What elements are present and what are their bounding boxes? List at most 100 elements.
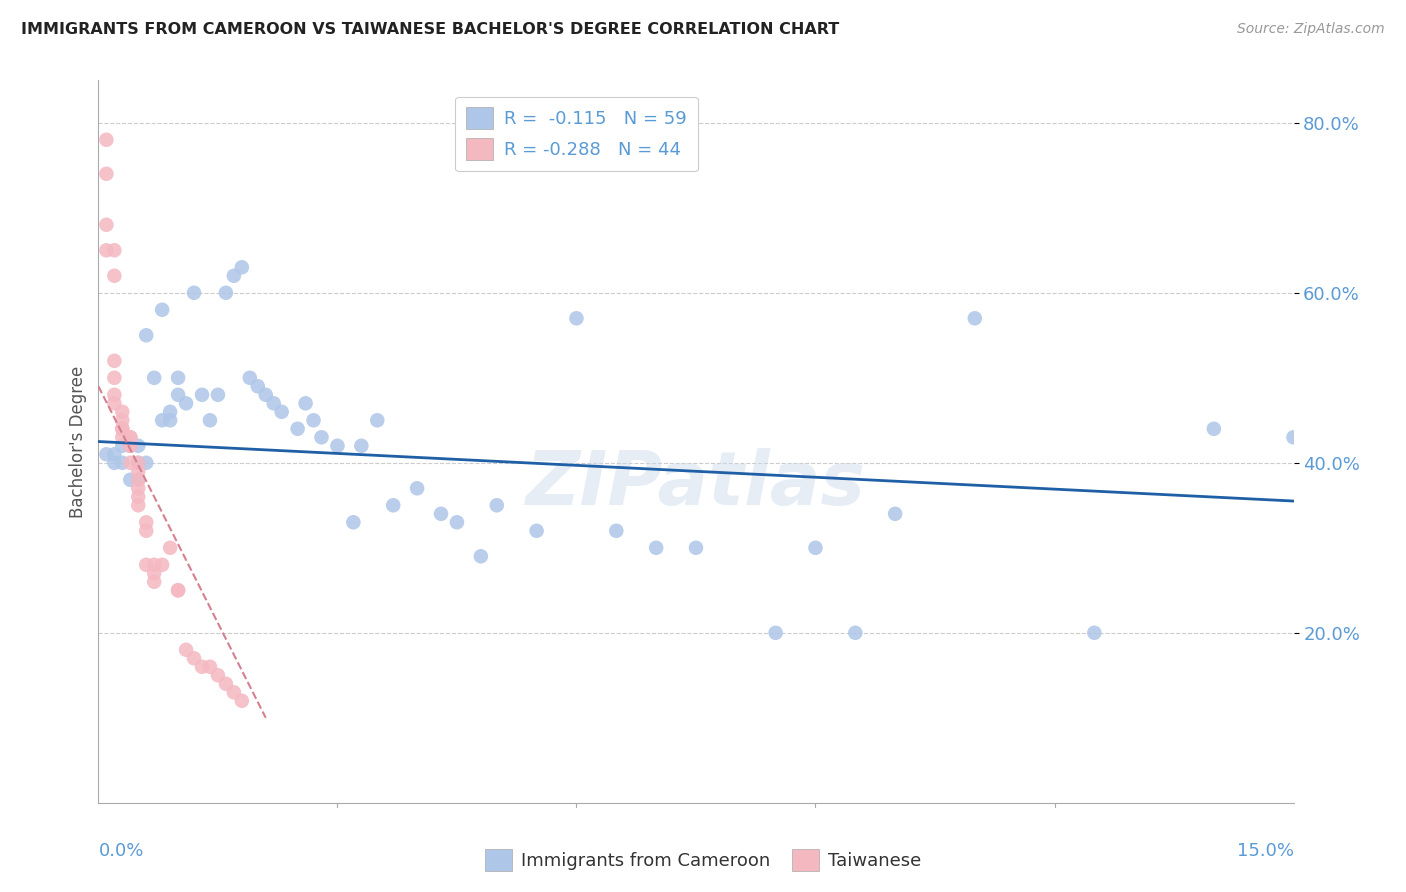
Point [191,388,214,402]
Point [120,439,142,453]
Point [430,507,453,521]
Point [103,396,125,410]
Point [135,558,157,572]
Point [103,371,125,385]
Point [470,549,492,564]
Point [174,642,197,657]
Text: 15.0%: 15.0% [1236,842,1294,860]
Point [127,481,149,495]
Point [103,244,125,258]
Text: Source: ZipAtlas.com: Source: ZipAtlas.com [1237,22,1385,37]
Point [963,311,986,326]
Point [111,405,134,419]
Point [485,498,508,512]
Point [96,447,118,461]
Point [215,677,238,691]
Point [120,430,142,444]
Point [120,456,142,470]
Point [159,405,181,419]
Point [111,439,134,453]
Point [765,625,787,640]
Text: IMMIGRANTS FROM CAMEROON VS TAIWANESE BACHELOR'S DEGREE CORRELATION CHART: IMMIGRANTS FROM CAMEROON VS TAIWANESE BA… [21,22,839,37]
Point [526,524,548,538]
Point [350,439,373,453]
Point [159,541,181,555]
Point [1202,422,1225,436]
Point [167,583,190,598]
Point [120,439,142,453]
Point [215,285,238,300]
Point [294,396,316,410]
Point [111,422,134,436]
Point [96,133,118,147]
Point [120,439,142,453]
Point [183,651,205,665]
Point [127,439,149,453]
Legend: R =  -0.115   N = 59, R = -0.288   N = 44: R = -0.115 N = 59, R = -0.288 N = 44 [456,96,697,171]
Point [270,405,292,419]
Y-axis label: Bachelor's Degree: Bachelor's Degree [69,366,87,517]
Point [103,353,125,368]
Point [143,558,166,572]
Point [174,396,197,410]
Point [96,244,118,258]
Point [685,541,707,555]
Point [135,456,157,470]
Point [135,524,157,538]
Point [159,413,181,427]
Point [804,541,827,555]
Point [120,430,142,444]
Point [150,302,173,317]
Point [231,260,253,275]
Point [198,660,221,674]
Point [111,456,134,470]
Point [311,430,333,444]
Point [302,413,325,427]
Point [127,456,149,470]
Point [150,413,173,427]
Point [231,694,253,708]
Point [127,473,149,487]
Point [342,516,364,530]
Point [127,498,149,512]
Point [239,371,262,385]
Point [96,218,118,232]
Point [143,566,166,581]
Text: ZIPatlas: ZIPatlas [526,449,866,522]
Point [111,413,134,427]
Point [645,541,668,555]
Point [246,379,269,393]
Point [605,524,627,538]
Point [366,413,388,427]
Point [382,498,405,512]
Point [326,439,349,453]
Point [207,388,229,402]
Point [135,328,157,343]
Point [135,516,157,530]
Point [406,481,429,495]
Point [263,396,285,410]
Point [143,574,166,589]
Point [1083,625,1105,640]
Text: 0.0%: 0.0% [98,842,143,860]
Point [167,371,190,385]
Point [191,660,214,674]
Point [127,464,149,478]
Point [565,311,588,326]
Point [96,167,118,181]
Point [844,625,866,640]
Point [1282,430,1305,444]
Point [287,422,309,436]
Point [884,507,907,521]
Point [198,413,221,427]
Point [143,371,166,385]
Point [120,473,142,487]
Point [222,268,245,283]
Point [222,685,245,699]
Point [103,388,125,402]
Point [111,430,134,444]
Point [103,456,125,470]
Point [127,456,149,470]
Point [103,447,125,461]
Point [127,490,149,504]
